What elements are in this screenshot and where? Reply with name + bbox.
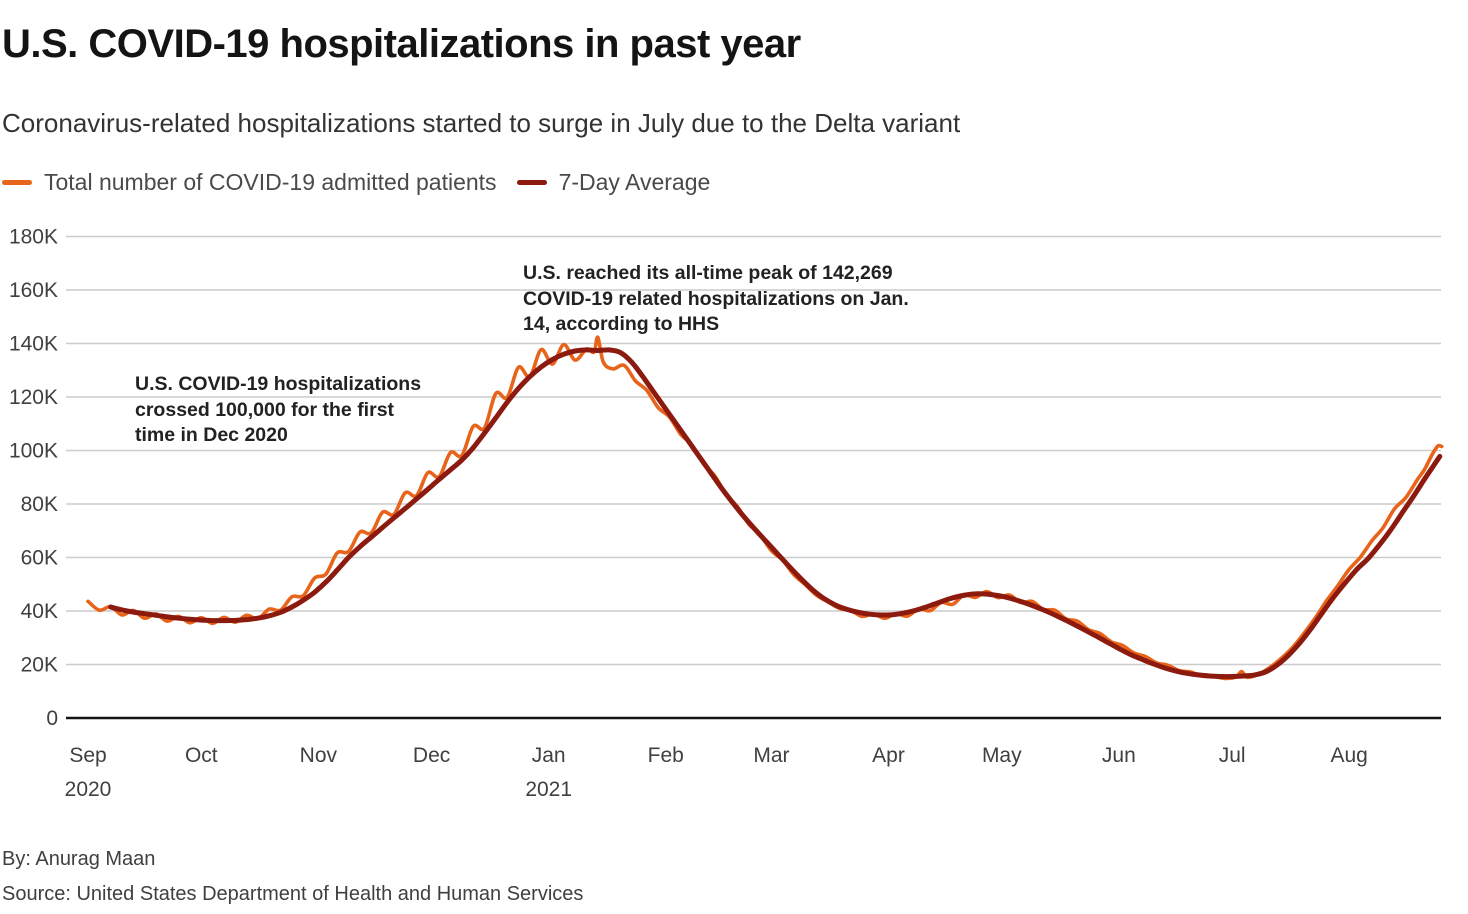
legend-label-total: Total number of COVID-19 admitted patien…	[44, 169, 497, 195]
source-credit: Source: United States Department of Heal…	[2, 883, 584, 905]
x-axis-month-label: Jun	[1102, 744, 1136, 767]
series-line-7day-average	[108, 347, 1443, 680]
x-axis-year-label: 2020	[65, 778, 112, 801]
x-axis-month-label: Apr	[872, 744, 905, 767]
x-axis-month-label: Nov	[300, 744, 338, 767]
y-axis-tick-label: 100K	[9, 440, 58, 463]
chart-subtitle: Coronavirus-related hospitalizations sta…	[2, 108, 961, 138]
x-axis-month-label: Jan	[532, 744, 566, 767]
y-axis-tick-label: 180K	[9, 226, 58, 249]
y-axis-tick-label: 20K	[21, 654, 58, 677]
y-axis-tick-label: 80K	[21, 493, 58, 516]
x-axis-month-label: Dec	[413, 744, 450, 767]
x-axis-month-label: Feb	[648, 744, 684, 767]
chart-legend: Total number of COVID-19 admitted patien…	[2, 169, 710, 196]
y-axis-tick-label: 0	[46, 707, 58, 730]
y-axis-tick-label: 160K	[9, 279, 58, 302]
x-axis-year-label: 2021	[525, 778, 572, 801]
legend-swatch-7day-average-icon	[516, 180, 547, 185]
byline: By: Anurag Maan	[2, 848, 156, 870]
annotation-crossed-100k: U.S. COVID-19 hospitalizations crossed 1…	[135, 373, 422, 447]
x-axis-month-label: Sep	[69, 744, 106, 767]
x-axis-month-label: Oct	[185, 744, 218, 767]
legend-swatch-total-icon	[2, 180, 32, 185]
y-axis-tick-label: 60K	[21, 547, 58, 570]
annotation-all-time-peak: U.S. reached its all-time peak of 142,26…	[523, 262, 909, 336]
page-title: U.S. COVID-19 hospitalizations in past y…	[2, 22, 801, 66]
y-axis-tick-label: 120K	[9, 386, 58, 409]
x-axis-month-label: Jul	[1219, 744, 1246, 767]
legend-item-total: Total number of COVID-19 admitted patien…	[2, 169, 497, 196]
y-axis-tick-label: 40K	[21, 600, 58, 623]
legend-label-7day-average: 7-Day Average	[558, 169, 711, 195]
x-axis-month-label: Mar	[753, 744, 789, 767]
x-axis-month-label: May	[982, 744, 1022, 767]
y-axis-tick-label: 140K	[9, 333, 58, 356]
legend-item-7day-average: 7-Day Average	[516, 169, 711, 196]
x-axis-month-label: Aug	[1330, 744, 1367, 767]
